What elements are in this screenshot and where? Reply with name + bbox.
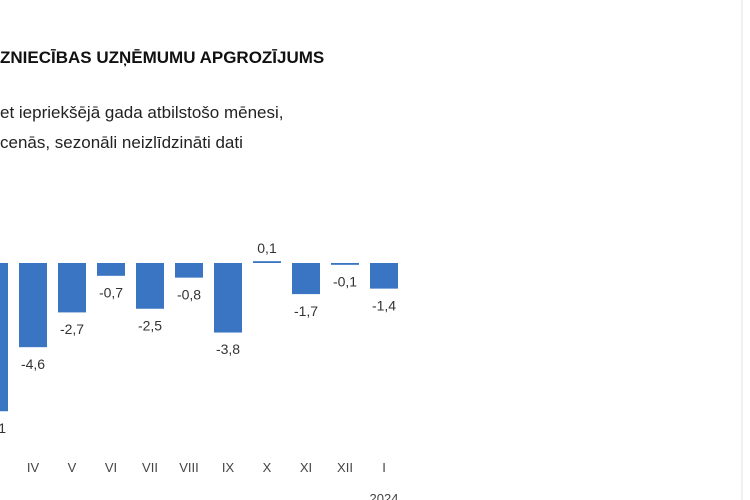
x-tick-label: VIII — [179, 460, 199, 475]
x-tick-label: V — [68, 460, 77, 475]
bar — [136, 263, 164, 309]
value-label: -0,8 — [177, 286, 201, 302]
bar — [0, 263, 8, 412]
bar — [97, 263, 125, 276]
x-tick-label: VII — [142, 460, 158, 475]
x-tick-label: IV — [27, 460, 40, 475]
x-tick-label: I — [382, 460, 386, 475]
x-tick-label: XII — [337, 460, 353, 475]
x-tick-label: VI — [105, 460, 117, 475]
value-label: -1,7 — [294, 303, 318, 319]
bar — [253, 261, 281, 263]
value-label: -0,7 — [99, 285, 123, 301]
subtitle: et iepriekšējā gada atbilstošo mēnesi, — [0, 103, 284, 122]
x-tick-label: IX — [222, 460, 235, 475]
bar — [19, 263, 47, 348]
value-label: -2,5 — [138, 317, 162, 333]
bar — [214, 263, 242, 333]
subtitle: cenās, sezonāli neizlīdzināti dati — [0, 133, 243, 152]
value-label: -0,1 — [333, 274, 357, 290]
bar — [58, 263, 86, 313]
value-label: -8,1 — [0, 420, 6, 436]
value-label: -4,6 — [21, 356, 45, 372]
x-tick-label: XI — [300, 460, 312, 475]
chart-title: ZNIECĪBAS UZŅĒMUMU APGROZĪJUMS — [0, 48, 324, 67]
bar — [175, 263, 203, 278]
year-label: 2024 — [370, 491, 399, 500]
bar — [292, 263, 320, 295]
value-label: -3,8 — [216, 341, 240, 357]
bar — [370, 263, 398, 289]
value-label: -1,4 — [372, 297, 396, 313]
bar — [331, 263, 359, 265]
x-tick-label: X — [263, 460, 272, 475]
value-label: 0,1 — [257, 240, 277, 256]
value-label: -2,7 — [60, 321, 84, 337]
